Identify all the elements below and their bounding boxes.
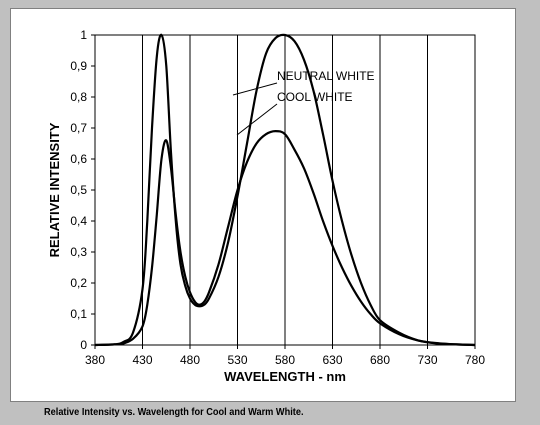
x-tick-label: 680 (370, 353, 390, 367)
spectrum-chart: 380 430 480 530 580 630 680 730 780 0 0,1 0,2 0,3 0,4… (47, 28, 485, 384)
x-tick-label: 430 (132, 353, 152, 367)
series-leader-cool-white (236, 103, 278, 136)
y-tick-label: 1 (80, 28, 87, 42)
x-tick-label: 780 (465, 353, 485, 367)
y-tick-label: 0 (80, 338, 87, 352)
y-tick-label: 0,6 (70, 152, 87, 166)
y-tick-label: 0,7 (70, 121, 87, 135)
y-tick-label: 0,9 (70, 59, 87, 73)
series-lines (94, 33, 476, 347)
y-tick-label: 0,3 (70, 245, 87, 259)
figure-caption: Relative Intensity vs. Wavelength for Co… (44, 407, 304, 418)
x-tick-label: 630 (322, 353, 342, 367)
y-axis-title: RELATIVE INTENSITY (47, 122, 62, 257)
x-tick-label: 530 (227, 353, 247, 367)
x-axis-title: WAVELENGTH - nm (224, 369, 346, 384)
x-tick-label: 580 (275, 353, 295, 367)
y-tick-label: 0,8 (70, 90, 87, 104)
y-tick-label: 0,4 (70, 214, 87, 228)
series-line-neutral-white (94, 33, 476, 347)
series-line-cool-white (94, 130, 476, 347)
x-tick-label: 730 (417, 353, 437, 367)
x-tick-label: 480 (180, 353, 200, 367)
series-label-neutral-white: NEUTRAL WHITE (277, 69, 375, 83)
y-tick-label: 0,5 (70, 183, 87, 197)
series-labels: NEUTRAL WHITE COOL WHITE (232, 69, 375, 136)
series-leader-neutral-white (232, 82, 278, 96)
series-label-cool-white: COOL WHITE (277, 90, 353, 104)
chart-panel: 380 430 480 530 580 630 680 730 780 0 0,1 0,2 0,3 0,4… (10, 8, 516, 402)
y-tick-label: 0,2 (70, 276, 87, 290)
y-tick-label: 0,1 (70, 307, 87, 321)
x-tick-label: 380 (85, 353, 105, 367)
axis-ticks: 380 430 480 530 580 630 680 730 780 0 0,1 0,2 0,3 0,4… (70, 28, 485, 367)
